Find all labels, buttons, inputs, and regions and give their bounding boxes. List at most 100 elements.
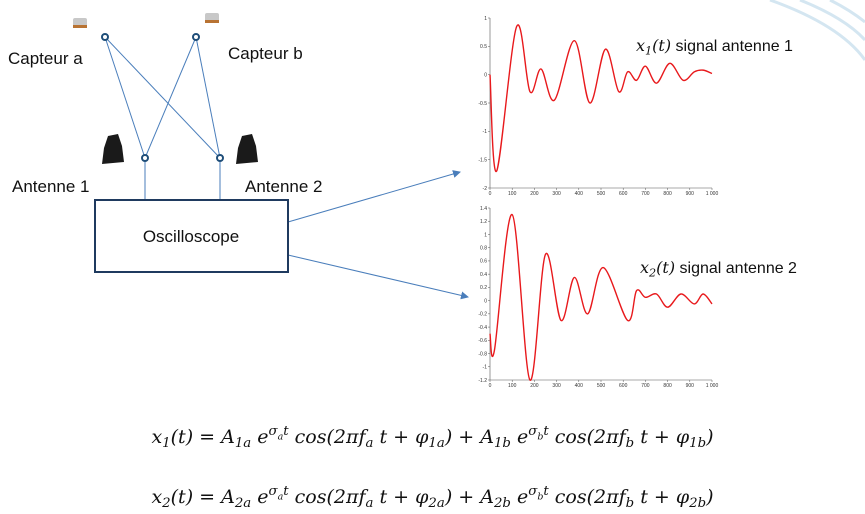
math-token: x xyxy=(151,485,163,508)
math-token: b xyxy=(625,495,635,511)
math-token: b xyxy=(537,491,544,503)
signal-line xyxy=(489,24,713,172)
math-token: 1 xyxy=(645,44,653,58)
equation: x1(t) = A1a eσat cos(2πfa t + φ1a) + A1b… xyxy=(0,424,865,451)
nodes xyxy=(101,33,224,162)
x-tick-label: 500 xyxy=(597,383,606,389)
math-token: σ xyxy=(268,484,278,499)
sensor-icon xyxy=(73,18,87,28)
x-tick-label: 700 xyxy=(641,191,650,197)
math-token: e xyxy=(510,485,529,508)
math-token: b xyxy=(537,431,544,443)
antenna-label: Antenne 2 xyxy=(245,177,323,196)
antenna-icon xyxy=(236,134,258,164)
math-token: σ xyxy=(528,484,538,499)
y-tick-label: -1 xyxy=(483,365,488,371)
x-tick-label: 800 xyxy=(663,383,672,389)
x-tick-label: 500 xyxy=(597,191,606,197)
math-token: a xyxy=(277,431,284,443)
x-tick-label: 400 xyxy=(575,383,584,389)
math-token: 1a xyxy=(234,435,252,451)
x-tick-label: 100 xyxy=(508,383,517,389)
y-tick-label: 1.2 xyxy=(480,219,487,225)
x-tick-label: 300 xyxy=(552,191,561,197)
y-tick-label: 0.8 xyxy=(480,245,487,251)
arrow xyxy=(287,170,461,223)
math-token: ) xyxy=(706,485,714,508)
math-token: t xyxy=(283,484,289,499)
sensor-label: Capteur b xyxy=(228,44,303,63)
math-token: a xyxy=(365,435,374,451)
math-token: ) + A xyxy=(444,425,494,448)
y-tick-label: -2 xyxy=(483,186,488,192)
math-token: t + φ xyxy=(634,485,690,508)
math-token: (t) = A xyxy=(170,425,235,448)
math-token: 1b xyxy=(493,435,511,451)
math-token: t xyxy=(543,484,549,499)
antenna-label: Antenne 1 xyxy=(12,177,90,196)
x-tick-label: 600 xyxy=(619,191,628,197)
y-tick-label: 0.5 xyxy=(480,44,487,50)
math-token: a xyxy=(365,495,374,511)
math-token: 2b xyxy=(493,495,511,511)
signal-line xyxy=(489,213,713,381)
math-token: cos(2πf xyxy=(288,425,366,448)
plot-label: x1(t) signal antenne 1 xyxy=(636,36,793,57)
math-token: ) + A xyxy=(444,485,494,508)
x-tick-label: 0 xyxy=(489,191,492,197)
y-tick-label: 1 xyxy=(484,232,487,238)
math-token: σ xyxy=(268,424,278,439)
x-tick-label: 0 xyxy=(489,383,492,389)
wires xyxy=(104,36,221,200)
math-token: cos(2πf xyxy=(288,485,366,508)
math-token: t + φ xyxy=(373,485,429,508)
math-token: e xyxy=(251,485,269,508)
y-tick-label: -1 xyxy=(483,129,488,135)
math-token: t xyxy=(543,424,549,439)
x-tick-label: 700 xyxy=(641,383,650,389)
plot-label: x2(t) signal antenne 2 xyxy=(640,258,797,279)
x-tick-label: 600 xyxy=(619,383,628,389)
math-token: x xyxy=(151,425,163,448)
x-tick-label: 300 xyxy=(552,383,561,389)
x-tick-label: 800 xyxy=(663,191,672,197)
decoration xyxy=(769,0,865,61)
y-tick-label: -0.6 xyxy=(478,338,487,344)
y-tick-label: -0.2 xyxy=(478,312,487,318)
math-token: t xyxy=(283,424,289,439)
math-token: signal antenne 2 xyxy=(675,260,797,277)
y-tick-label: 0.2 xyxy=(480,285,487,291)
x-tick-label: 100 xyxy=(508,191,517,197)
math-token: cos(2πf xyxy=(548,425,626,448)
math-token: (t) xyxy=(656,258,676,277)
math-token: (t) xyxy=(652,36,672,55)
y-tick-label: 1 xyxy=(484,16,487,22)
math-token: 2a xyxy=(234,495,252,511)
math-token: t + φ xyxy=(373,425,429,448)
oscilloscope-label: Oscilloscope xyxy=(143,227,239,246)
y-tick-label: -0.5 xyxy=(478,101,487,107)
math-token: b xyxy=(625,435,635,451)
math-token: a xyxy=(277,491,284,503)
math-token: e xyxy=(510,425,529,448)
y-tick-label: 0 xyxy=(484,298,487,304)
sensor-label: Capteur a xyxy=(8,49,83,68)
math-token: x xyxy=(640,258,650,277)
y-tick-label: 0.6 xyxy=(480,259,487,265)
y-tick-label: -1.5 xyxy=(478,157,487,163)
y-tick-label: 0.4 xyxy=(480,272,487,278)
math-token: x xyxy=(636,36,646,55)
y-tick-label: -0.4 xyxy=(478,325,487,331)
math-token: 2a xyxy=(428,495,445,511)
math-token: σ xyxy=(528,424,538,439)
y-tick-label: -0.8 xyxy=(478,351,487,357)
math-token: e xyxy=(251,425,269,448)
x-tick-label: 200 xyxy=(530,383,539,389)
math-token: signal antenne 1 xyxy=(671,38,793,55)
math-token: (t) = A xyxy=(170,485,235,508)
x-tick-label: 200 xyxy=(530,191,539,197)
y-tick-label: -1.2 xyxy=(478,378,487,384)
math-token: 2b xyxy=(689,495,707,511)
